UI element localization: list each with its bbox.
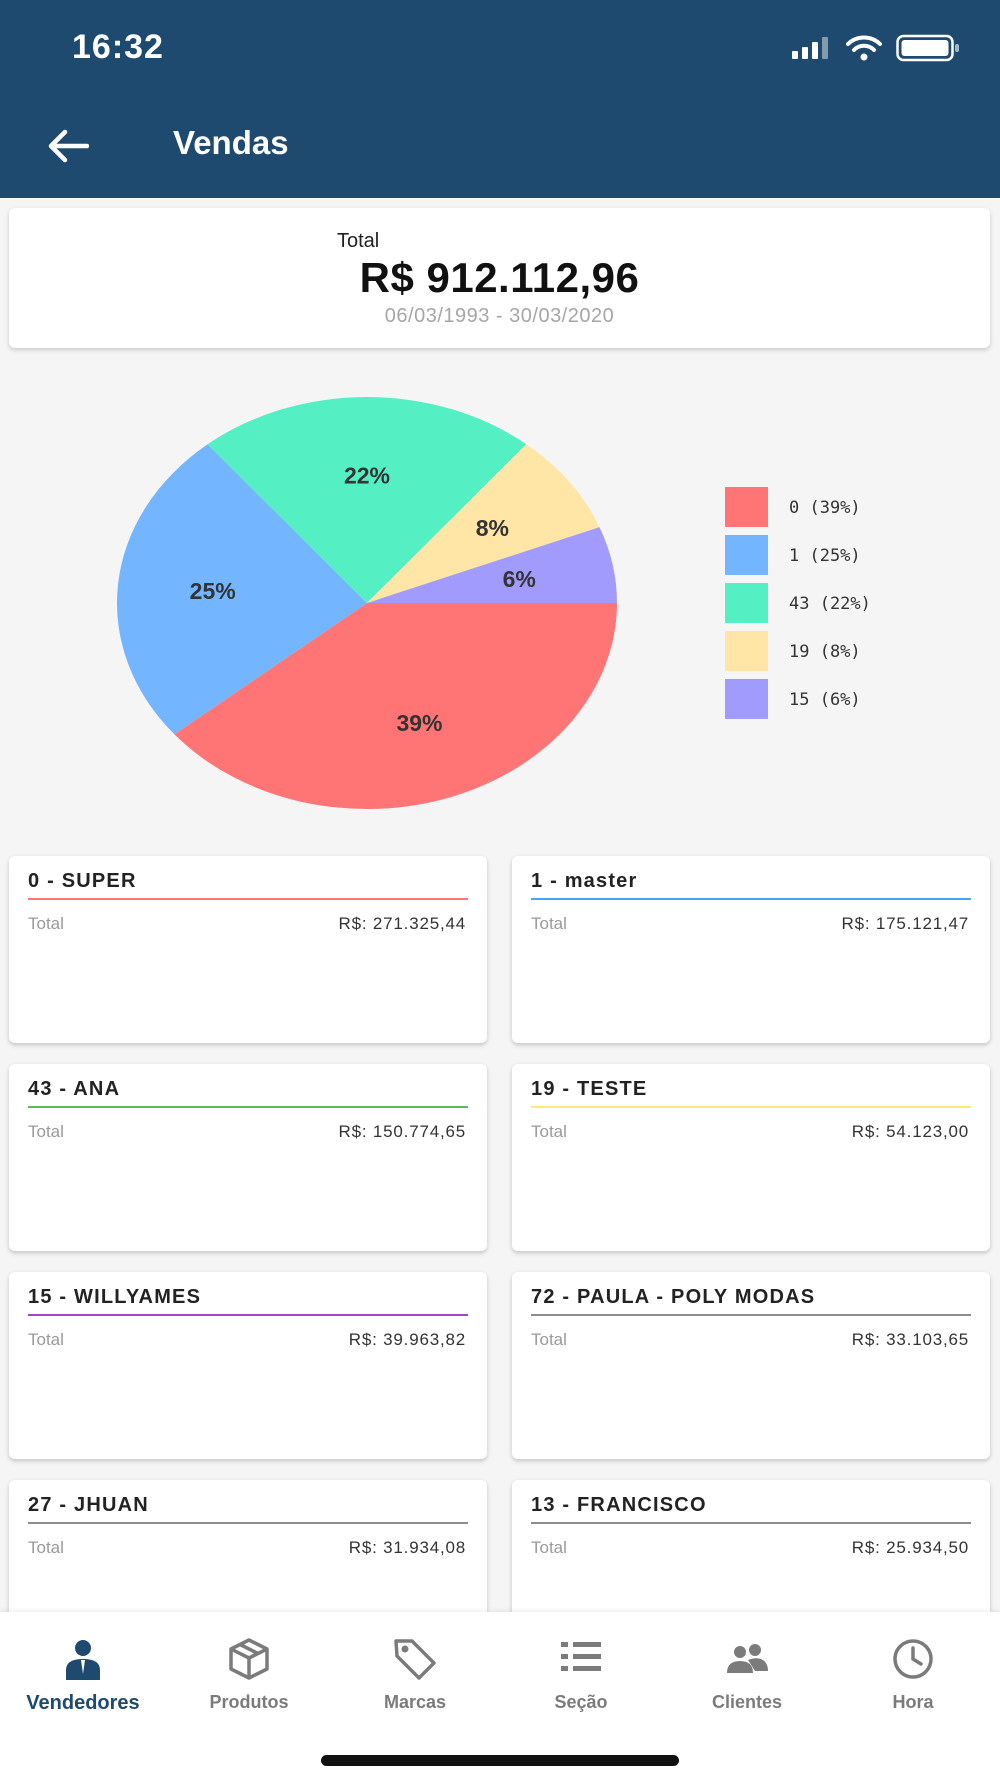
pie-slice-0[interactable] xyxy=(174,603,617,810)
seller-color-rule xyxy=(531,1314,971,1316)
seller-total-label: Total xyxy=(28,1538,64,1557)
pie-slice-label: 22% xyxy=(344,462,390,488)
seller-name: 13 - FRANCISCO xyxy=(531,1494,707,1516)
seller-color-rule xyxy=(531,898,971,900)
pie-slice-43[interactable] xyxy=(207,396,527,603)
pie-slice-label: 25% xyxy=(190,578,236,604)
tag-icon xyxy=(394,1639,436,1680)
seller-card[interactable]: 1 - master Total R$: 175.121,47 xyxy=(512,856,990,1043)
seller-card[interactable]: 72 - PAULA - POLY MODAS Total R$: 33.103,6… xyxy=(512,1272,990,1459)
legend-swatch xyxy=(725,535,768,575)
seller-color-rule xyxy=(531,1522,971,1524)
legend-label: 1 (25%) xyxy=(789,546,861,566)
signal-icon xyxy=(792,37,828,59)
people-icon xyxy=(727,1644,768,1673)
list-icon xyxy=(561,1642,601,1671)
seller-name: 15 - WILLYAMES xyxy=(28,1286,202,1308)
person-icon xyxy=(66,1640,100,1680)
seller-card[interactable]: 43 - ANA Total R$: 150.774,65 xyxy=(9,1064,487,1251)
seller-name: 0 - SUPER xyxy=(28,870,137,892)
seller-total-value: R$: 33.103,65 xyxy=(851,1330,969,1349)
nav-item-produtos[interactable]: Produtos xyxy=(166,1612,332,1722)
seller-name: 43 - ANA xyxy=(28,1078,121,1100)
seller-name: 72 - PAULA - POLY MODAS xyxy=(531,1286,816,1308)
seller-color-rule xyxy=(531,1106,971,1108)
seller-total-value: R$: 54.123,00 xyxy=(851,1122,969,1141)
nav-label: Seção xyxy=(554,1692,608,1712)
seller-color-rule xyxy=(28,1522,468,1524)
legend-label: 15 (6%) xyxy=(789,690,861,710)
pie-slice-label: 39% xyxy=(396,710,442,736)
nav-item-vendedores[interactable]: Vendedores xyxy=(0,1612,166,1722)
seller-total-value: R$: 25.934,50 xyxy=(851,1538,969,1557)
pie-slice-19[interactable] xyxy=(367,444,600,603)
page-title: Vendas xyxy=(173,124,289,161)
pie-slice-15[interactable] xyxy=(367,527,617,603)
seller-card[interactable]: 27 - JHUAN Total R$: 31.934,08 xyxy=(9,1480,487,1612)
pie-slice-1[interactable] xyxy=(116,444,368,735)
home-indicator xyxy=(321,1755,679,1766)
seller-card[interactable]: 0 - SUPER Total R$: 271.325,44 xyxy=(9,856,487,1043)
nav-item-marcas[interactable]: Marcas xyxy=(332,1612,498,1722)
pie-chart-svg: 39% 25% 22% 8% 6% 0 (39%) 1 (25%) 43 (22%) 19 (8… xyxy=(116,396,871,810)
bottom-navigation: Vendedores Produtos Marcas Seção xyxy=(0,1612,1000,1778)
seller-color-rule xyxy=(28,1314,468,1316)
seller-total-label: Total xyxy=(531,1330,567,1349)
seller-total-label: Total xyxy=(531,1122,567,1141)
nav-label: Clientes xyxy=(711,1692,783,1712)
legend-swatch xyxy=(725,583,768,623)
clock-icon xyxy=(893,1639,933,1679)
seller-card[interactable]: 13 - FRANCISCO Total R$: 25.934,50 xyxy=(512,1480,990,1612)
nav-label: Vendedores xyxy=(26,1692,140,1714)
nav-item-clientes[interactable]: Clientes xyxy=(664,1612,830,1722)
date-range: 06/03/1993 - 30/03/2020 xyxy=(384,305,615,327)
seller-total-value: R$: 175.121,47 xyxy=(841,914,969,933)
seller-total-label: Total xyxy=(28,1330,64,1349)
nav-item-hora[interactable]: Hora xyxy=(830,1612,996,1722)
arrow-left-icon xyxy=(48,129,89,163)
back-button[interactable] xyxy=(40,118,96,174)
nav-label: Marcas xyxy=(383,1692,447,1712)
total-summary-card: Total R$ 912.112,96 06/03/1993 - 30/03/2… xyxy=(9,208,990,348)
box-icon xyxy=(229,1638,269,1680)
pie-slice-label: 6% xyxy=(503,566,536,592)
nav-item-secao[interactable]: Seção xyxy=(498,1612,664,1722)
seller-color-rule xyxy=(28,1106,468,1108)
legend-swatch xyxy=(725,631,768,671)
seller-total-label: Total xyxy=(28,1122,64,1141)
nav-label: Hora xyxy=(892,1692,934,1712)
battery-icon xyxy=(896,34,959,62)
seller-card[interactable]: 19 - TESTE Total R$: 54.123,00 xyxy=(512,1064,990,1251)
seller-total-value: R$: 271.325,44 xyxy=(338,914,466,933)
sales-pie-chart: 39% 25% 22% 8% 6% 0 (39%) 1 (25%) 43 (22%) 19 (8… xyxy=(0,372,1000,842)
seller-total-label: Total xyxy=(531,1538,567,1557)
nav-label: Produtos xyxy=(209,1692,289,1712)
seller-name: 19 - TESTE xyxy=(531,1078,648,1100)
legend-label: 19 (8%) xyxy=(789,642,861,662)
pie-slice-label: 8% xyxy=(476,515,509,541)
seller-name: 27 - JHUAN xyxy=(28,1494,149,1516)
seller-total-label: Total xyxy=(28,914,64,933)
seller-total-value: R$: 31.934,08 xyxy=(348,1538,466,1557)
legend-swatch xyxy=(725,487,768,527)
seller-total-value: R$: 150.774,65 xyxy=(338,1122,466,1141)
status-icons xyxy=(792,34,960,62)
seller-card[interactable]: 15 - WILLYAMES Total R$: 39.963,82 xyxy=(9,1272,487,1459)
total-label: Total xyxy=(337,230,380,252)
legend-label: 43 (22%) xyxy=(789,594,871,614)
status-time: 16:32 xyxy=(72,28,164,66)
total-value: R$ 912.112,96 xyxy=(359,254,640,301)
seller-name: 1 - master xyxy=(531,870,638,892)
legend-label: 0 (39%) xyxy=(789,498,861,518)
legend-swatch xyxy=(725,679,768,719)
seller-total-value: R$: 39.963,82 xyxy=(348,1330,466,1349)
seller-total-label: Total xyxy=(531,914,567,933)
wifi-icon xyxy=(846,35,882,61)
seller-color-rule xyxy=(28,898,468,900)
app-bar: 16:32 Vendas xyxy=(0,0,1000,198)
